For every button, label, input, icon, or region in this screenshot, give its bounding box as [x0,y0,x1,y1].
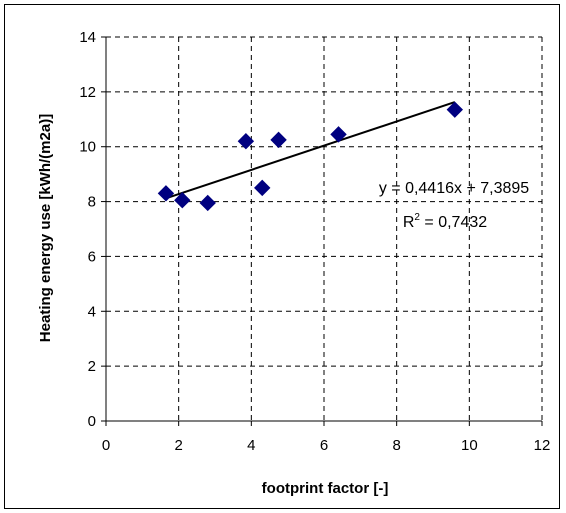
y-tick-label: 6 [88,248,96,265]
r2-exponent: 2 [414,212,420,223]
data-point [199,194,216,212]
x-tick-label: 10 [461,437,478,454]
data-point [237,133,255,150]
y-tick-label: 14 [79,29,96,46]
y-tick-label: 2 [88,358,96,375]
y-tick-label: 4 [88,303,96,320]
x-tick-label: 0 [102,437,110,454]
data-point [157,185,175,202]
y-tick-labels: 0 2 4 6 8 10 12 14 [79,29,96,430]
x-tick-label: 2 [174,437,182,454]
trendline-equation: y = 0,4416x + 7,3895 [379,180,529,197]
x-tick-label: 12 [534,437,551,454]
y-tick-label: 0 [88,413,96,430]
axes [101,36,543,426]
y-axis-title: Heating energy use [kWh/(m2a)] [37,114,54,342]
data-point [330,126,347,143]
x-axis-title: footprint factor [-] [262,480,389,497]
trendline [165,101,456,200]
r2-prefix: R [403,214,415,231]
trendline-group [165,101,456,200]
x-tick-label: 4 [247,437,255,454]
data-point [174,191,191,209]
data-points [157,101,464,212]
x-tick-labels: 0 2 4 6 8 10 12 [102,437,551,454]
y-tick-label: 8 [88,194,96,211]
y-tick-label: 10 [79,139,96,156]
y-tick-label: 12 [79,84,96,101]
data-point [254,179,271,197]
x-tick-label: 6 [320,437,328,454]
data-point [270,131,287,149]
x-tick-label: 8 [392,437,400,454]
trendline-r-squared: R2 = 0,7432 [403,212,487,231]
data-point [446,101,464,118]
r2-suffix: = 0,7432 [420,214,487,231]
